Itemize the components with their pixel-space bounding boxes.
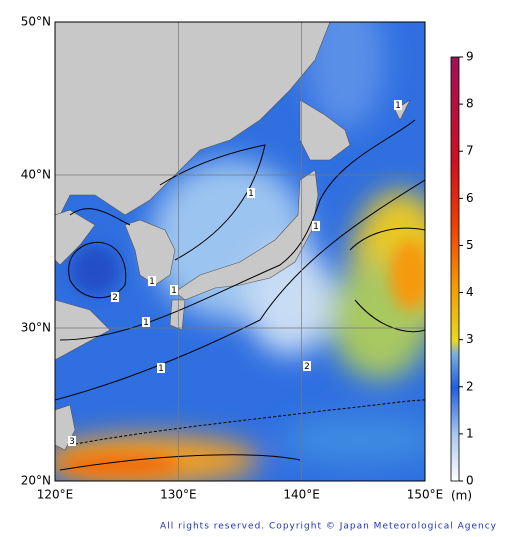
contour-label: 1 bbox=[313, 222, 319, 232]
contour-label: 3 bbox=[69, 437, 75, 447]
contour-label-box bbox=[111, 292, 119, 302]
colorbar-tick-label: 4 bbox=[466, 285, 474, 299]
contour-label: 2 bbox=[112, 293, 118, 303]
map-frame bbox=[54, 21, 426, 482]
lat-label: 30°N bbox=[21, 321, 51, 335]
colorbar-tick-label: 7 bbox=[466, 144, 474, 158]
lon-label: 130°E bbox=[160, 488, 197, 502]
colorbar-tick-label: 0 bbox=[466, 474, 474, 488]
contour-label-box bbox=[157, 363, 165, 373]
contour-label-box bbox=[247, 188, 255, 198]
lat-label: 20°N bbox=[21, 474, 51, 488]
colorbar-tick-label: 6 bbox=[466, 191, 474, 205]
grid bbox=[55, 22, 425, 481]
colorbar-tick-label: 8 bbox=[466, 97, 474, 111]
colorbar-tick-label: 5 bbox=[466, 238, 474, 252]
contour-label: 1 bbox=[158, 364, 164, 374]
contour-label-box bbox=[394, 100, 402, 110]
contour-label: 1 bbox=[395, 101, 401, 111]
contour-label: 1 bbox=[149, 277, 155, 287]
lat-label: 40°N bbox=[21, 168, 51, 182]
contour-label: 1 bbox=[143, 318, 149, 328]
contours bbox=[55, 119, 425, 471]
lon-label: 150°E bbox=[407, 488, 444, 502]
colorbar-tick-label: 2 bbox=[466, 379, 474, 393]
colorbar-tick-label: 1 bbox=[466, 426, 474, 440]
contour-label: 1 bbox=[248, 189, 254, 199]
lon-label: 120°E bbox=[37, 488, 74, 502]
colorbar-tick-label: 3 bbox=[466, 332, 474, 346]
colorbar-unit: (m) bbox=[451, 489, 472, 503]
contour-label-box bbox=[312, 221, 320, 231]
colorbar bbox=[450, 56, 460, 482]
contour-label: 1 bbox=[171, 286, 177, 296]
contour-label: 2 bbox=[304, 362, 310, 372]
contour-label-box bbox=[170, 285, 178, 295]
contour-label-box bbox=[68, 436, 76, 446]
copyright: All rights reserved. Copyright © Japan M… bbox=[160, 522, 497, 532]
map-area bbox=[55, 22, 425, 481]
contour-label-box bbox=[142, 317, 150, 327]
contour-label-box bbox=[148, 276, 156, 286]
contour-label-box bbox=[303, 361, 311, 371]
lon-label: 140°E bbox=[283, 488, 320, 502]
lat-label: 50°N bbox=[21, 15, 51, 29]
colorbar-tick-label: 9 bbox=[466, 50, 474, 64]
land bbox=[55, 22, 411, 451]
